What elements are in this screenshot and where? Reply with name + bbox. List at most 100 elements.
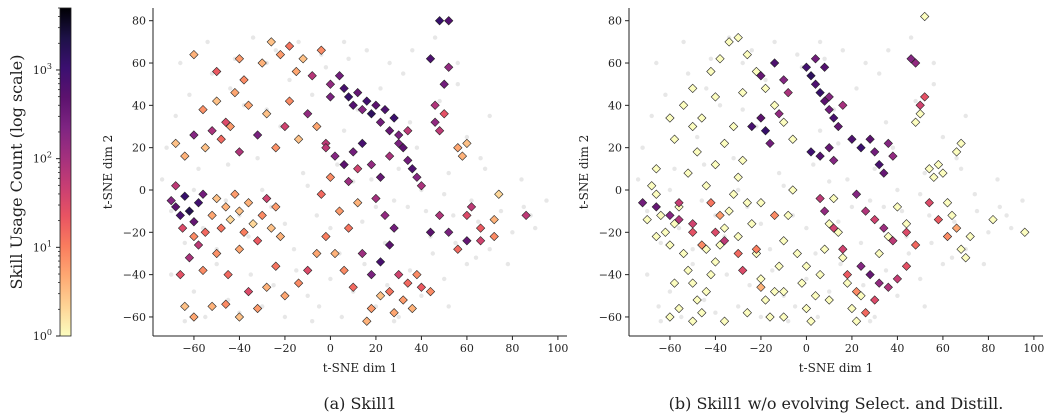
skill-point (806, 316, 816, 326)
background-point (663, 92, 668, 98)
skill-point (384, 240, 395, 250)
skill-point (910, 117, 921, 127)
background-point (260, 187, 265, 193)
skill-point (847, 303, 857, 314)
background-point (182, 319, 187, 324)
x-tick-label: 80 (981, 342, 995, 355)
y-tick-label: 0 (139, 184, 146, 197)
skill-point (243, 198, 254, 208)
background-point (658, 319, 663, 324)
background-point (736, 304, 741, 309)
skill-point (343, 92, 354, 102)
skill-point (842, 269, 853, 280)
background-point (795, 52, 800, 57)
skill-point (647, 181, 657, 191)
background-point (341, 39, 347, 45)
skill-point (688, 227, 698, 237)
background-point (510, 230, 515, 235)
background-point (191, 289, 197, 294)
background-point (972, 192, 977, 197)
skill-point (239, 227, 249, 237)
background-point (804, 276, 809, 282)
skill-point (742, 198, 752, 208)
x-tick-label: 80 (505, 342, 519, 355)
skill-point (829, 113, 839, 123)
background-point (310, 319, 315, 324)
skill-point (769, 286, 780, 297)
skill-point (938, 168, 948, 178)
skill-point (651, 231, 661, 242)
background-point (772, 39, 777, 45)
skill-point (262, 282, 272, 292)
background-point (287, 77, 292, 83)
background-point (940, 134, 946, 140)
skill-point (779, 312, 789, 322)
background-point (895, 293, 900, 298)
skill-point (838, 244, 848, 254)
background-point (922, 304, 927, 309)
skill-point (380, 104, 390, 115)
x-tick-label: −20 (749, 342, 772, 355)
background-point (214, 261, 219, 267)
background-point (649, 113, 654, 119)
skill-point (715, 54, 725, 64)
skill-point (371, 100, 381, 110)
skill-point (801, 261, 812, 271)
skill-point (403, 278, 413, 288)
background-point (701, 162, 707, 167)
skill-point (200, 143, 210, 153)
background-point (763, 77, 768, 83)
skill-point (760, 295, 771, 305)
skill-point (280, 291, 290, 301)
skill-point (856, 261, 866, 271)
skill-point (475, 236, 486, 246)
skill-point (234, 244, 245, 254)
skill-point (819, 62, 830, 72)
skill-point (728, 189, 739, 199)
skill-point (674, 303, 684, 314)
background-point (469, 198, 474, 203)
skill-point (275, 231, 286, 242)
background-point (407, 120, 413, 125)
skill-point (888, 236, 898, 246)
background-point (838, 261, 843, 267)
skill-point (171, 181, 181, 191)
skill-point (806, 147, 816, 157)
skill-point (494, 189, 504, 199)
background-point (861, 283, 866, 288)
background-point (931, 82, 936, 87)
colorbar-tick-label: 103 (33, 62, 52, 77)
background-point (817, 128, 823, 133)
skill-point (371, 193, 381, 204)
skill-point (216, 223, 226, 233)
x-tick-label: −20 (273, 342, 296, 355)
skill-point (819, 206, 830, 216)
background-point (986, 230, 991, 235)
skill-point (325, 92, 336, 102)
skill-point (462, 236, 472, 246)
skill-point (792, 248, 802, 259)
skill-point (951, 223, 962, 233)
skill-point (266, 223, 276, 233)
skill-point (212, 248, 222, 259)
skill-point (489, 231, 499, 242)
background-point (704, 86, 709, 91)
background-point (203, 314, 208, 320)
background-point (407, 268, 413, 273)
background-point (656, 304, 661, 309)
background-point (667, 289, 673, 294)
panel-b-caption: (b) Skill1 w/o evolving Select. and Dist… (669, 394, 1004, 413)
skill-point (719, 236, 730, 246)
colorbar-tick-label: 102 (33, 151, 52, 166)
background-point (446, 304, 451, 309)
skill-point (929, 172, 939, 182)
background-point (378, 86, 383, 91)
background-point (717, 103, 723, 108)
skill-point (384, 286, 395, 297)
skill-point (742, 308, 752, 318)
background-point (205, 39, 210, 45)
skill-point (334, 71, 345, 81)
background-point (681, 39, 686, 45)
skill-point (439, 79, 449, 89)
skill-point (742, 49, 752, 60)
